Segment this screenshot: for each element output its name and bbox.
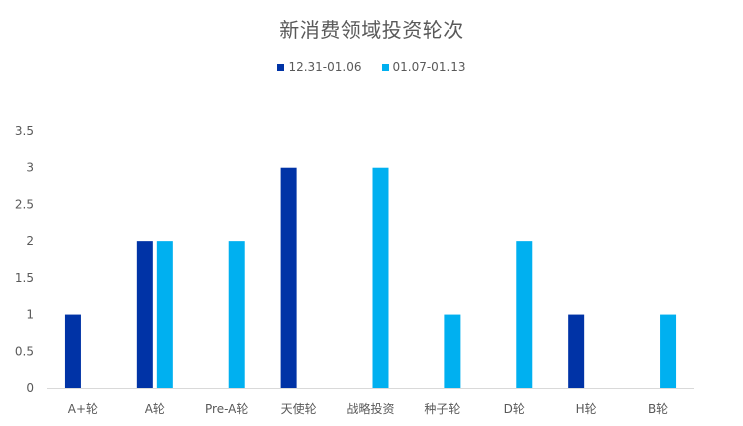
x-category-label: B轮 (648, 402, 668, 416)
x-category-label: Pre-A轮 (205, 402, 248, 416)
y-tick-label: 1.5 (15, 271, 34, 285)
legend-item-series-1: 12.31-01.06 (277, 60, 362, 74)
y-tick-label: 0 (26, 381, 34, 395)
chart-title: 新消费领域投资轮次 (279, 18, 464, 42)
legend-swatch-series-2 (381, 63, 389, 71)
bar-series-2 (516, 241, 533, 388)
y-tick-label: 2 (26, 234, 34, 248)
legend-label-series-1: 12.31-01.06 (288, 60, 362, 74)
x-category-label: A+轮 (68, 402, 98, 416)
x-category-label: 天使轮 (281, 401, 317, 416)
bar-series-2 (372, 167, 389, 388)
x-category-label: H轮 (576, 402, 597, 416)
bar-series-2 (156, 241, 173, 388)
bar-series-1 (136, 241, 153, 388)
y-tick-label: 3 (26, 161, 34, 175)
bar-series-1 (280, 167, 297, 388)
x-category-label: A轮 (145, 402, 165, 416)
legend-item-series-2: 01.07-01.13 (381, 60, 466, 74)
x-category-label: 种子轮 (424, 402, 460, 416)
x-category-label: D轮 (504, 402, 525, 416)
y-tick-label: 0.5 (15, 344, 34, 358)
bar-series-2 (444, 314, 461, 388)
bar-series-2 (228, 241, 245, 388)
legend: 12.31-01.06 01.07-01.13 (0, 60, 743, 74)
legend-swatch-series-1 (277, 63, 285, 71)
y-tick-label: 3.5 (15, 124, 34, 138)
y-tick-label: 1 (26, 308, 34, 322)
legend-label-series-2: 01.07-01.13 (392, 60, 466, 74)
bar-series-1 (64, 314, 81, 388)
x-category-label: 战略投资 (346, 401, 394, 416)
bar-series-2 (660, 314, 677, 388)
bar-series-1 (568, 314, 585, 388)
y-tick-label: 2.5 (15, 197, 34, 211)
